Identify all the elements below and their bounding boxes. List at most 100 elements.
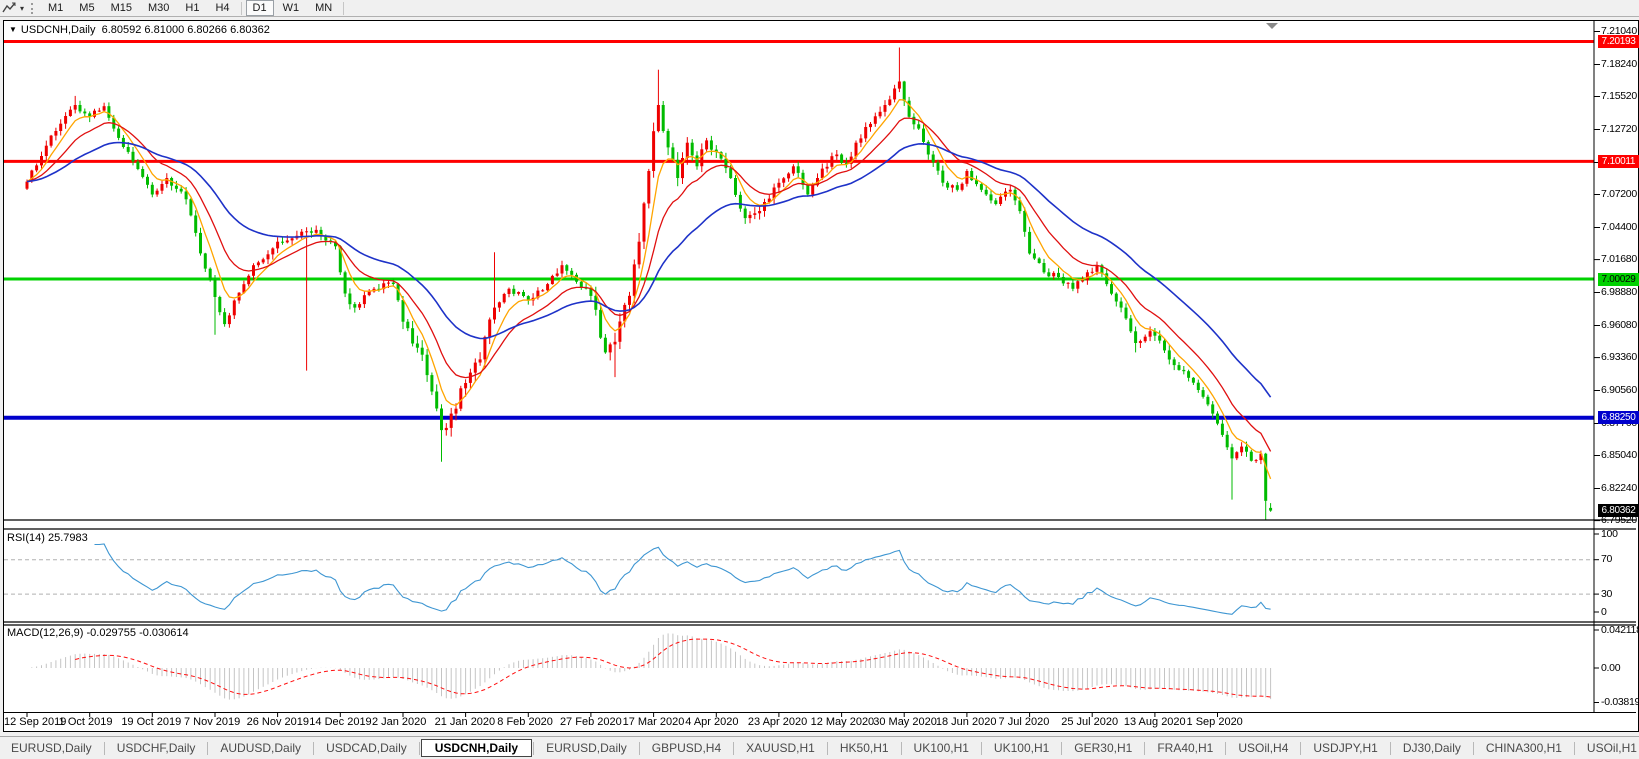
tab-separator	[1472, 741, 1474, 755]
date-tick-label: 26 Nov 2019	[246, 716, 310, 728]
macd-axis-label: 0.042118	[1601, 623, 1639, 636]
toolbar-grip-handle[interactable]	[31, 2, 34, 14]
chart-tab-hk50-h1[interactable]: HK50,H1	[839, 741, 889, 755]
chart-ohlc-values: 6.80592 6.81000 6.80266 6.80362	[101, 24, 270, 36]
price-tick-label: 7.21040	[1601, 25, 1637, 38]
date-tick-label: 21 Jan 2020	[434, 716, 496, 728]
macd-values: -0.029755 -0.030614	[86, 627, 189, 639]
chart-symbol-title: USDCNH,Daily	[20, 24, 96, 36]
main-price-pane	[4, 40, 1594, 520]
tab-separator	[103, 741, 105, 755]
price-tick-label: 7.12720	[1601, 123, 1637, 136]
rsi-label: RSI(14)	[7, 532, 45, 544]
date-tick-label: 8 Feb 2020	[497, 716, 553, 728]
tab-separator	[1389, 741, 1391, 755]
chart-tab-usdjpy-h1[interactable]: USDJPY,H1	[1313, 741, 1378, 755]
chart-tab-audusd-daily[interactable]: AUDUSD,Daily	[220, 741, 302, 755]
timeframe-button-m5[interactable]: M5	[79, 2, 95, 14]
rsi-header: RSI(14) 25.7983	[7, 532, 88, 544]
price-tick-label: 7.07200	[1601, 188, 1637, 201]
price-tick-label: 7.15520	[1601, 90, 1637, 103]
rsi-axis-label: 30	[1601, 587, 1613, 600]
price-tick-label: 7.18240	[1601, 58, 1637, 70]
tab-separator	[1061, 741, 1063, 755]
tab-separator	[418, 741, 420, 755]
price-tick-label: 6.93360	[1601, 351, 1637, 364]
macd-label: MACD(12,26,9)	[7, 627, 84, 639]
chart-tab-gbpusd-h4[interactable]: GBPUSD,H4	[651, 741, 722, 755]
timeframe-button-w1[interactable]: W1	[282, 2, 300, 14]
chart-tab-usoil-h1[interactable]: USOil,H1	[1586, 741, 1637, 755]
rsi-value: 25.7983	[47, 532, 88, 544]
price-tick-label: 7.04400	[1601, 221, 1637, 234]
date-tick-label: 13 Aug 2020	[1123, 716, 1186, 728]
chart-tab-bar: EURUSD,Daily USDCHF,Daily AUDUSD,Daily USDC…	[0, 736, 1639, 759]
macd-axis-label: 0.00	[1601, 661, 1621, 674]
price-tick-label: 7.01680	[1601, 253, 1637, 266]
date-tick-label: 12 Sep 2019	[4, 716, 67, 728]
chart-collapse-icon[interactable]: ▼	[9, 25, 17, 34]
date-tick-label: 17 Mar 2020	[622, 716, 685, 728]
timeframe-button-m1[interactable]: M1	[48, 2, 64, 14]
price-tick-label: 6.96080	[1601, 319, 1637, 331]
tab-separator	[980, 741, 982, 755]
toolbar-separator	[240, 1, 242, 15]
timeframe-button-h1[interactable]: H1	[185, 2, 200, 14]
chart-tab-dj30-daily[interactable]: DJ30,Daily	[1402, 741, 1461, 755]
price-tick-label: 6.82240	[1601, 482, 1637, 495]
tab-separator	[533, 741, 535, 755]
tab-separator	[1144, 741, 1146, 755]
chart-tab-usoil-h4[interactable]: USOil,H4	[1238, 741, 1289, 755]
chart-tab-china300-h1[interactable]: CHINA300,H1	[1485, 741, 1562, 755]
date-tick-label: 25 Jul 2020	[1061, 716, 1119, 728]
date-tick-label: 7 Jul 2020	[998, 716, 1050, 728]
pane-borders	[4, 21, 1636, 717]
chart-shift-icon[interactable]	[1266, 23, 1278, 29]
timeframe-button-d1[interactable]: D1	[245, 0, 274, 16]
date-tick-label: 14 Dec 2019	[309, 716, 372, 728]
chart-tool-icon[interactable]	[2, 2, 17, 14]
tab-separator	[1225, 741, 1227, 755]
chart-tab-ger30-h1[interactable]: GER30,H1	[1074, 741, 1133, 755]
chart-tab-uk100-h1[interactable]: UK100,H1	[993, 741, 1050, 755]
date-tick-label: 27 Feb 2020	[559, 716, 622, 728]
timeframe-button-m30[interactable]: M30	[147, 2, 170, 14]
rsi-pane	[4, 543, 1594, 615]
chart-tab-usdcad-daily[interactable]: USDCAD,Daily	[326, 741, 407, 755]
chart-tab-eurusd-daily[interactable]: EURUSD,Daily	[11, 741, 92, 755]
rsi-axis-label: 100	[1601, 527, 1618, 540]
date-tick-label: 30 May 2020	[873, 716, 937, 728]
price-tick-label: 6.90560	[1601, 384, 1637, 397]
tab-separator	[900, 741, 902, 755]
chart-tab-xauusd-h1[interactable]: XAUUSD,H1	[746, 741, 815, 755]
rsi-axis-label: 70	[1601, 553, 1613, 566]
chart-tab-eurusd-daily[interactable]: EURUSD,Daily	[546, 741, 627, 755]
tab-separator	[1573, 741, 1575, 755]
timeframe-button-mn[interactable]: MN	[315, 2, 333, 14]
timeframe-button-m15[interactable]: M15	[110, 2, 132, 14]
tab-separator	[826, 741, 828, 755]
chart-header: ▼ USDCNH,Daily 6.80592 6.81000 6.80266 6.…	[9, 24, 270, 36]
date-tick-label: 7 Nov 2019	[183, 716, 241, 728]
timeframe-button-h4[interactable]: H4	[215, 2, 230, 14]
date-tick-label: 19 Oct 2019	[121, 716, 182, 728]
timeframe-toolbar: ▾ M1 M5 M15 M30 H1 H4 D1 W1 MN	[0, 0, 1639, 17]
price-level-label: 6.88250	[1598, 411, 1639, 425]
price-level-label: 7.00029	[1598, 272, 1639, 286]
chart-tab-fra40-h1[interactable]: FRA40,H1	[1157, 741, 1214, 755]
date-tick-label: 2 Jan 2020	[371, 716, 427, 728]
price-tick-label: 6.98880	[1601, 286, 1637, 299]
price-level-label: 7.20193	[1598, 34, 1639, 48]
dropdown-arrow-icon[interactable]: ▾	[20, 3, 25, 13]
chart-tab-usdcnh-daily[interactable]: USDCNH,Daily	[420, 739, 533, 757]
tab-separator	[313, 741, 315, 755]
price-level-label: 7.10011	[1598, 154, 1639, 168]
tab-separator	[733, 741, 735, 755]
macd-axis-label: -0.038198	[1601, 695, 1639, 708]
tab-separator	[638, 741, 640, 755]
date-tick-label: 12 May 2020	[810, 716, 875, 728]
chart-tab-uk100-h1[interactable]: UK100,H1	[913, 741, 969, 755]
chart-tab-usdchf-daily[interactable]: USDCHF,Daily	[116, 741, 196, 755]
